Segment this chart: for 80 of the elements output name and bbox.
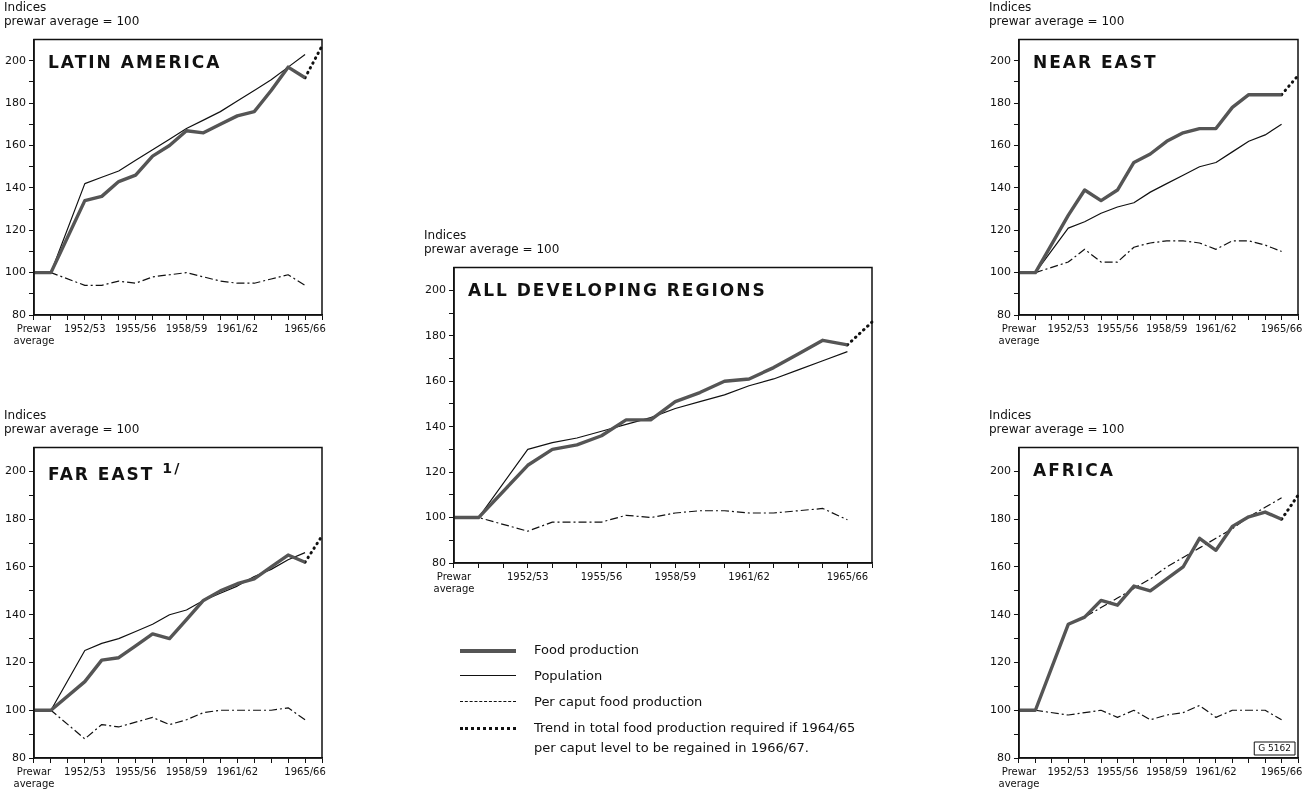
y-tick-label: 160 xyxy=(990,559,1011,573)
y-tick-label: 160 xyxy=(425,374,446,388)
x-tick-label: 1952/53 xyxy=(1047,765,1090,777)
x-tick-label: 1958/59 xyxy=(165,322,208,334)
y-tick-label: 120 xyxy=(5,655,26,669)
legend-label: Food production xyxy=(534,641,640,659)
y-tick-label: 180 xyxy=(425,328,446,342)
x-tick-label: 1965/66 xyxy=(1260,322,1303,334)
x-tick-label: Prewar average xyxy=(13,765,55,789)
x-tick-label: 1958/59 xyxy=(1145,765,1188,777)
y-tick-label: 120 xyxy=(990,223,1011,237)
x-tick-label: 1955/56 xyxy=(1096,765,1139,777)
y-tick-label: 140 xyxy=(990,180,1011,194)
y-tick-label: 80 xyxy=(432,555,446,569)
y-tick-label: 120 xyxy=(5,223,26,237)
x-tick-label: 1952/53 xyxy=(1047,322,1090,334)
y-tick-label: 160 xyxy=(990,138,1011,152)
y-tick-label: 100 xyxy=(5,703,26,717)
legend-label: Population xyxy=(534,667,603,685)
x-tick-label: Prewar average xyxy=(998,322,1040,346)
y-tick-label: 100 xyxy=(425,510,446,524)
y-tick-label: 80 xyxy=(997,750,1011,764)
y-tick-label: 80 xyxy=(12,307,26,321)
text: FAR EAST $^{1/}$ xyxy=(47,459,182,484)
x-tick-label: Prewar average xyxy=(13,322,55,346)
x-tick-label: Prewar average xyxy=(998,765,1040,789)
y-tick-label: 200 xyxy=(990,464,1011,478)
x-tick-label: 1965/66 xyxy=(826,570,869,582)
y-tick-label: 140 xyxy=(990,607,1011,621)
y-axis-title: Indices prewar average = 100 xyxy=(3,0,141,30)
y-axis-title: Indices prewar average = 100 xyxy=(3,408,141,438)
text: ALL DEVELOPING REGIONS xyxy=(467,279,767,300)
x-tick-label: 1958/59 xyxy=(654,570,697,582)
y-tick-label: 140 xyxy=(5,180,26,194)
legend-label: Per caput food production xyxy=(534,693,703,711)
y-tick-label: 200 xyxy=(5,53,26,67)
x-tick-label: 1961/62 xyxy=(1195,765,1237,777)
x-tick-label: 1958/59 xyxy=(1145,322,1188,334)
x-tick-label: 1952/53 xyxy=(64,322,106,334)
x-tick-label: 1961/62 xyxy=(1195,322,1237,334)
y-tick-label: 180 xyxy=(5,512,26,526)
text: AFRICA xyxy=(1032,459,1115,480)
y-tick-label: 180 xyxy=(5,96,26,110)
x-tick-label: 1961/62 xyxy=(216,765,259,777)
text: LATIN AMERICA xyxy=(47,51,222,72)
x-tick-label: 1965/66 xyxy=(284,322,326,334)
x-tick-label: 1955/56 xyxy=(580,570,623,582)
y-tick-label: 120 xyxy=(990,655,1011,669)
legend-label: Trend in total food production required if 1964/65 per caput level to be regained in 1966/67. xyxy=(534,719,857,757)
y-tick-label: 100 xyxy=(5,265,26,279)
y-tick-label: 200 xyxy=(990,53,1011,67)
x-tick-label: 1952/53 xyxy=(64,765,106,777)
y-tick-label: 80 xyxy=(997,307,1011,321)
y-tick-label: 100 xyxy=(990,703,1011,717)
y-tick-label: 180 xyxy=(990,96,1011,110)
y-axis-title: Indices prewar average = 100 xyxy=(988,0,1126,30)
x-tick-label: Prewar average xyxy=(433,570,475,594)
annotation: G 5162 xyxy=(1258,743,1292,754)
x-tick-label: 1955/56 xyxy=(114,765,157,777)
x-tick-label: 1961/62 xyxy=(728,570,770,582)
y-tick-label: 200 xyxy=(425,283,446,297)
text: NEAR EAST xyxy=(1032,51,1158,72)
x-tick-label: 1955/56 xyxy=(114,322,157,334)
y-tick-label: 100 xyxy=(990,265,1011,279)
x-tick-label: 1961/62 xyxy=(216,322,259,334)
y-tick-label: 80 xyxy=(12,750,26,764)
y-tick-label: 120 xyxy=(425,464,446,478)
x-tick-label: 1952/53 xyxy=(506,570,549,582)
y-tick-label: 160 xyxy=(5,559,26,573)
y-tick-label: 160 xyxy=(5,138,26,152)
y-axis-title: Indices prewar average = 100 xyxy=(423,228,561,258)
x-tick-label: 1965/66 xyxy=(284,765,326,777)
y-tick-label: 180 xyxy=(990,512,1011,526)
y-tick-label: 140 xyxy=(425,419,446,433)
y-tick-label: 200 xyxy=(5,464,26,478)
x-tick-label: 1958/59 xyxy=(165,765,208,777)
x-tick-label: 1955/56 xyxy=(1096,322,1139,334)
y-axis-title: Indices prewar average = 100 xyxy=(988,408,1126,438)
y-tick-label: 140 xyxy=(5,607,26,621)
x-tick-label: 1965/66 xyxy=(1260,765,1303,777)
